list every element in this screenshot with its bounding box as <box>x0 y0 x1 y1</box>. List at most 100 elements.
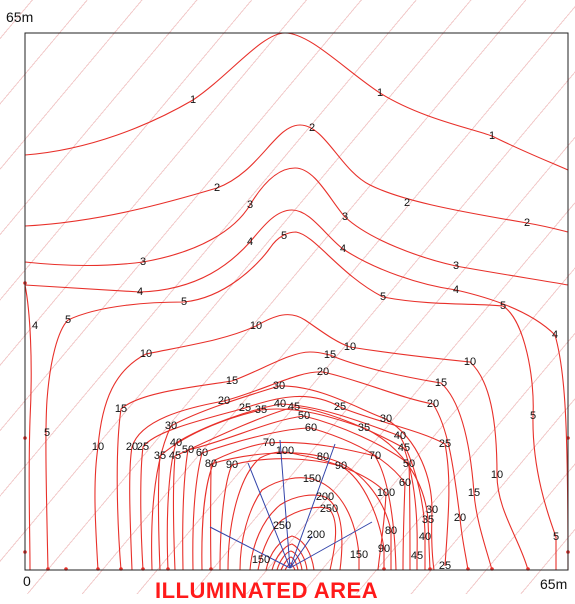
contour-label: 20 <box>218 395 230 407</box>
contour-label: 90 <box>226 459 238 471</box>
contour-label: 3 <box>453 260 459 272</box>
contour-100 <box>227 451 387 571</box>
contour-label: 80 <box>317 451 329 463</box>
contour-label: 3 <box>247 199 253 211</box>
contour-label: 100 <box>377 487 395 499</box>
contour-label: 20 <box>126 441 138 453</box>
contour-label: 45 <box>411 550 423 562</box>
contour-label: 30 <box>426 504 438 516</box>
contour-label: 15 <box>226 375 238 387</box>
contour-label: 250 <box>320 503 338 515</box>
contour-label: 4 <box>453 284 459 296</box>
contour-label: 4 <box>340 243 346 255</box>
contour-label: 40 <box>394 430 406 442</box>
contour-label: 20 <box>317 366 329 378</box>
contour-90 <box>219 458 385 571</box>
contour-label: 250 <box>273 520 291 532</box>
contour-25 <box>140 395 450 571</box>
contour-label: 15 <box>115 403 127 415</box>
contour-label: 4 <box>552 329 558 341</box>
contour-lines <box>24 32 569 571</box>
contour-10 <box>94 314 529 571</box>
contour-2 <box>24 124 569 233</box>
contour-label: 30 <box>380 413 392 425</box>
contour-label: 80 <box>205 458 217 470</box>
contour-label: 30 <box>273 380 285 392</box>
contour-label: 25 <box>334 401 346 413</box>
x-axis-origin-label: 0 <box>23 573 31 589</box>
contour-label: 10 <box>344 341 356 353</box>
contour-label: 90 <box>335 460 347 472</box>
contour-label: 35 <box>422 514 434 526</box>
contour-label: 200 <box>307 529 325 541</box>
contour-5 <box>45 231 557 571</box>
contour-label: 25 <box>439 560 451 572</box>
contour-label: 40 <box>274 398 286 410</box>
contour-label: 5 <box>500 300 506 312</box>
contour-label: 2 <box>309 122 315 134</box>
contour-1 <box>24 32 569 171</box>
contour-label: 25 <box>239 402 251 414</box>
contour-label: 45 <box>398 442 410 454</box>
contour-label: 70 <box>369 450 381 462</box>
contour-label: 100 <box>276 445 294 457</box>
contour-inner-1 <box>265 535 315 571</box>
contour-label: 200 <box>316 491 334 503</box>
contour-label: 40 <box>170 437 182 449</box>
beam-lines <box>209 439 373 569</box>
contour-label: 20 <box>454 512 466 524</box>
contour-label: 1 <box>190 94 196 106</box>
contour-label: 2 <box>214 182 220 194</box>
contour-label: 10 <box>140 348 152 360</box>
contour-label: 2 <box>524 217 530 229</box>
contour-label: 150 <box>350 549 368 561</box>
contour-label: 45 <box>169 450 181 462</box>
contour-label: 25 <box>137 441 149 453</box>
contour-label: 90 <box>378 543 390 555</box>
contour-label: 5 <box>181 296 187 308</box>
contour-label: 40 <box>419 531 431 543</box>
contour-label: 70 <box>263 437 275 449</box>
contour-label: 50 <box>298 410 310 422</box>
contour-label: 50 <box>403 458 415 470</box>
contour-label: 20 <box>427 398 439 410</box>
contour-label: 80 <box>385 525 397 537</box>
contour-label: 60 <box>196 447 208 459</box>
contour-label: 3 <box>342 211 348 223</box>
contour-45 <box>172 406 418 571</box>
edge-markers <box>23 281 570 571</box>
contour-inner-2 <box>271 543 308 571</box>
plot-frame <box>24 32 569 571</box>
contour-label: 15 <box>324 349 336 361</box>
contour-label: 60 <box>305 422 317 434</box>
contour-label: 10 <box>491 469 503 481</box>
x-axis-max-label: 65m <box>540 576 568 592</box>
contour-label: 25 <box>439 438 451 450</box>
contour-label: 45 <box>288 401 300 413</box>
contour-label: 5 <box>44 427 50 439</box>
contour-label: 30 <box>165 420 177 432</box>
contour-20 <box>129 371 469 571</box>
illuminated-area-title: ILLUMINATED AREA <box>155 578 379 603</box>
contour-label: 150 <box>252 554 270 566</box>
contour-label: 150 <box>303 473 321 485</box>
y-axis-max-label: 65m <box>6 9 34 25</box>
contour-60 <box>192 427 406 571</box>
contour-150 <box>239 477 360 571</box>
contour-label: 3 <box>140 256 146 268</box>
contour-label: 15 <box>468 487 480 499</box>
contour-inner-3 <box>276 550 303 571</box>
contour-label: 1 <box>489 130 495 142</box>
contour-35 <box>157 408 431 571</box>
contour-label: 4 <box>32 320 38 332</box>
contour-200 <box>249 494 343 571</box>
contour-label: 5 <box>65 314 71 326</box>
contour-15 <box>116 351 493 571</box>
contour-40 <box>166 403 426 571</box>
contour-label: 35 <box>358 422 370 434</box>
contour-label: 2 <box>404 197 410 209</box>
contour-label: 5 <box>380 291 386 303</box>
contour-label: 60 <box>399 477 411 489</box>
